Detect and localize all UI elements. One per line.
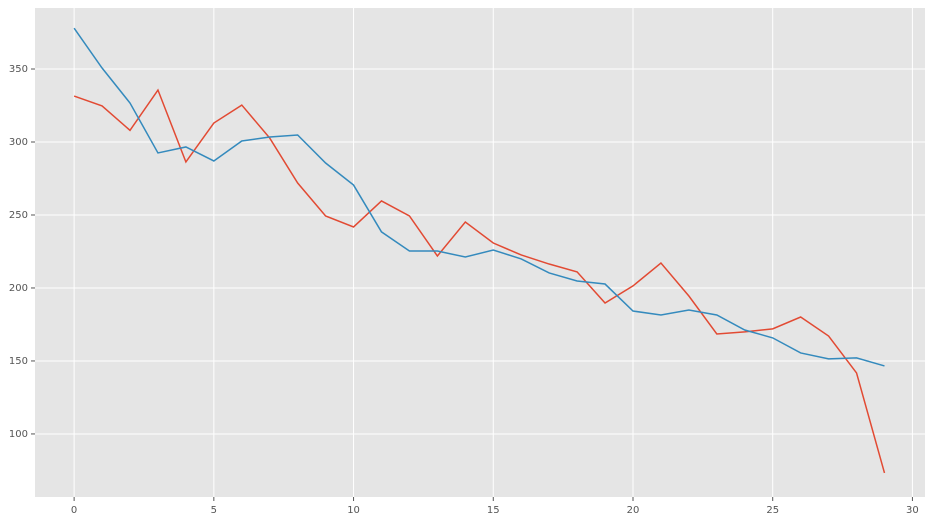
plot-background — [35, 8, 925, 497]
data-line — [73, 27, 885, 367]
y-tick-label: 100 — [9, 429, 28, 440]
x-tick-label: 20 — [627, 505, 640, 516]
x-tick-label: 25 — [766, 505, 779, 516]
x-tick-label: 10 — [347, 505, 360, 516]
y-tick-label: 300 — [9, 137, 28, 148]
y-tick-label: 250 — [9, 210, 28, 221]
x-tick-label: 0 — [71, 505, 77, 516]
y-tick-label: 150 — [9, 356, 28, 367]
x-tick-label: 5 — [211, 505, 217, 516]
y-tick-label: 350 — [9, 64, 28, 75]
x-tick-label: 15 — [487, 505, 500, 516]
x-tick-label: 30 — [906, 505, 919, 516]
y-tick-label: 200 — [9, 283, 28, 294]
